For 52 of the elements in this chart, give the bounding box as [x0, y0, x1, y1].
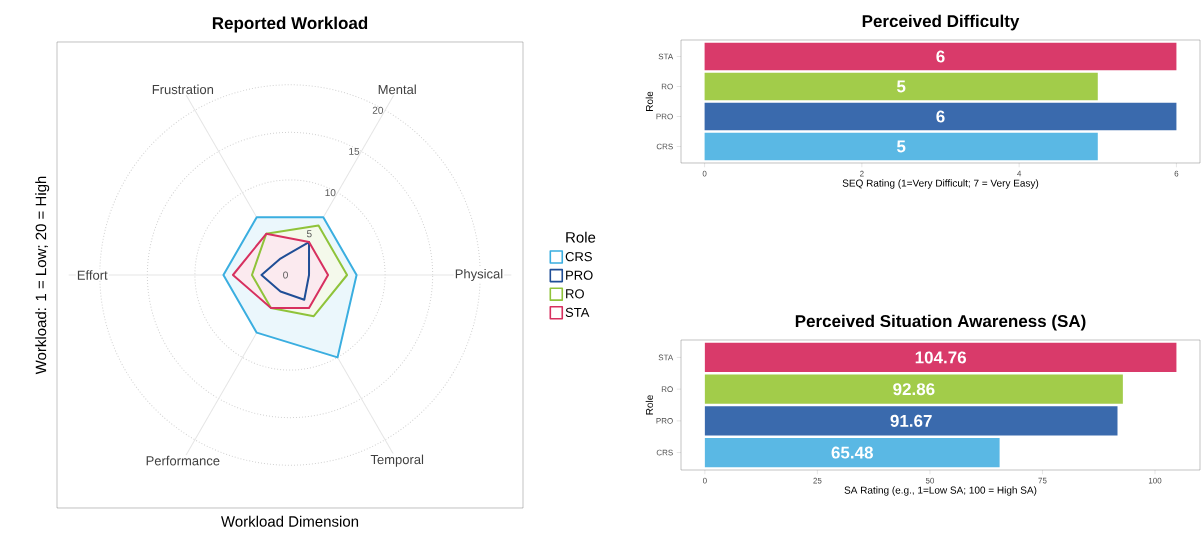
data-label: 6 — [936, 50, 945, 63]
y-tick-label: CRS — [656, 449, 673, 456]
x-tick-label: 6 — [1174, 170, 1179, 177]
y-tick-label: 20 — [372, 106, 384, 114]
y-tick-label: 15 — [349, 147, 360, 155]
x-axis-title: SEQ Rating (1=Very Difficult; 7 = Very Easy) — [842, 179, 1039, 189]
spoke-label: Physical — [455, 268, 503, 282]
x-tick-label: 2 — [860, 170, 864, 177]
x-tick-label: 100 — [1148, 477, 1162, 484]
legend-label: CRS — [565, 252, 592, 262]
x-tick-label: 75 — [1038, 477, 1047, 484]
x-tick-label: 25 — [813, 477, 822, 484]
x-tick-label: 50 — [925, 477, 935, 484]
chart-title: Reported Workload — [212, 16, 368, 33]
chart-title: Perceived Difficulty — [862, 14, 1020, 31]
y-tick-label: PRO — [656, 418, 673, 424]
data-label: 65.48 — [831, 446, 873, 459]
x-tick-label: 0 — [702, 170, 707, 177]
y-tick-label: STA — [658, 53, 674, 60]
legend-label: RO — [566, 289, 584, 299]
text: Workload Dimension — [221, 515, 359, 527]
legend-label: STA — [565, 307, 590, 317]
data-label: 92.86 — [893, 383, 935, 396]
x-tick-label: 0 — [702, 477, 707, 484]
data-label: 5 — [896, 80, 906, 93]
data-label: 5 — [896, 140, 906, 153]
legend-title: Role — [566, 231, 596, 243]
chart-title: Perceived Situation Awareness (SA) — [795, 314, 1086, 331]
data-label: 6 — [936, 110, 945, 123]
y-tick-label: 10 — [325, 189, 336, 197]
y-tick-label: CRS — [656, 143, 673, 150]
y-tick-label: PRO — [656, 113, 673, 120]
x-tick-label: 4 — [1017, 170, 1022, 177]
bar — [704, 374, 1123, 404]
spoke-label: Frustration — [152, 84, 214, 95]
y-tick-label: STA — [658, 354, 674, 361]
data-label: 91.67 — [890, 414, 932, 427]
y-tick-label: RO — [661, 83, 673, 90]
data-label: 104.76 — [915, 351, 967, 364]
bar — [704, 437, 1000, 468]
y-tick-label: RO — [661, 386, 673, 392]
spoke-label: Temporal — [370, 454, 424, 467]
y-axis-title: Role — [645, 91, 653, 111]
spoke-label: Mental — [378, 84, 416, 95]
bar — [704, 342, 1177, 373]
text: Workload: 1 = Low; 20 = High — [35, 176, 50, 375]
spoke-label: Effort — [77, 270, 108, 280]
legend-label: PRO — [566, 270, 593, 280]
spoke-label: Performance — [146, 455, 220, 466]
y-axis-title: Role — [645, 395, 653, 415]
x-axis-title: SA Rating (e.g., 1=Low SA; 100 = High SA) — [844, 486, 1037, 496]
bar — [704, 406, 1118, 436]
